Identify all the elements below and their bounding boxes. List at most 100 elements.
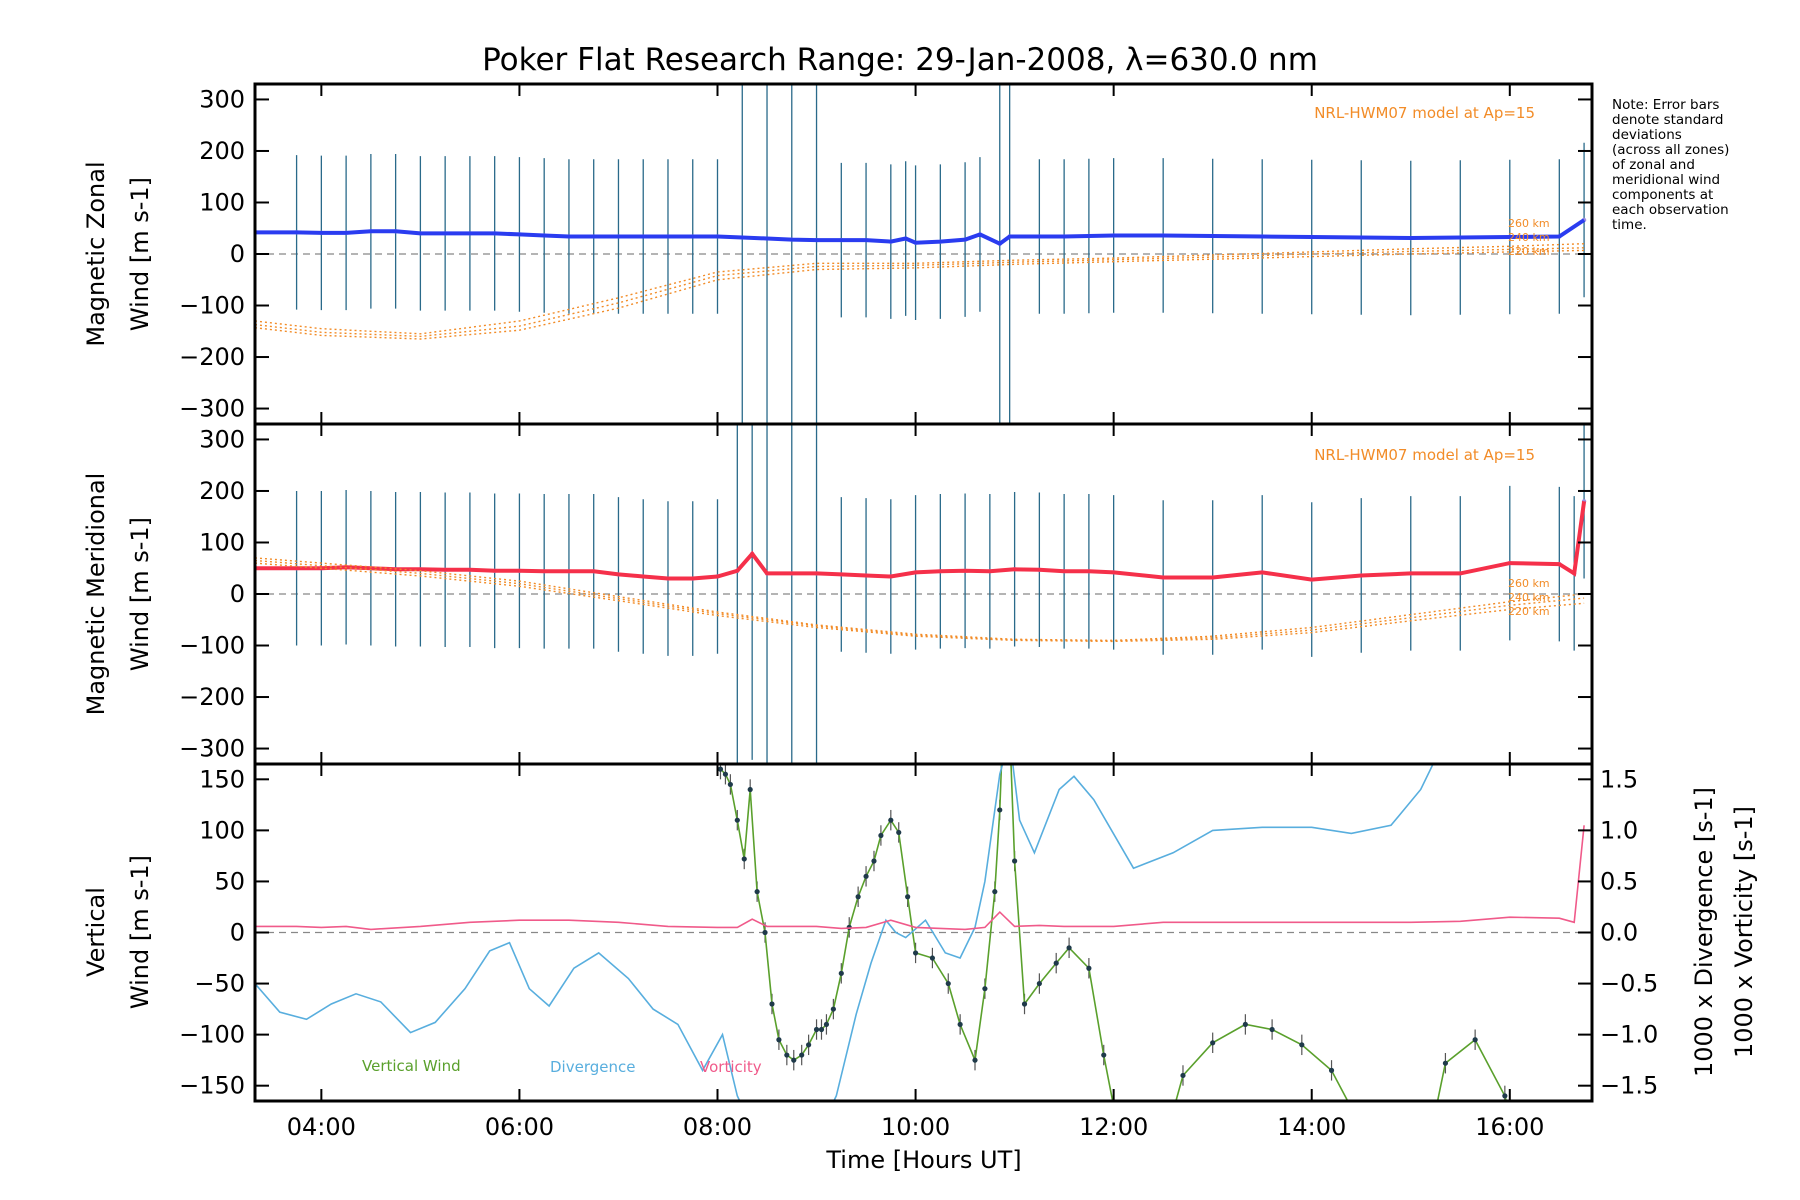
y-tick-label: 200 [199, 477, 245, 505]
y-tick-label: 200 [199, 137, 245, 165]
y-tick-label: 100 [199, 816, 245, 844]
y-tick-label: 0 [230, 240, 245, 268]
y-tick-label: 0.0 [1600, 919, 1638, 947]
note-line-8: each observation [1612, 202, 1729, 218]
meridional-model-label: NRL-HWM07 model at Ap=15 [1314, 446, 1535, 464]
legend-vorticity: Vorticity [700, 1058, 762, 1076]
meridional-alt-220: 220 km [1508, 605, 1550, 618]
zonal-panel: 300 200 100 0 −100 −200 −300 NRL-HWM07 model a… [82, 82, 1594, 426]
y-tick-label: −300 [179, 395, 245, 423]
meridional-data-layer [255, 424, 1592, 764]
note-line-5: of zonal and [1612, 157, 1695, 173]
vertical-wind-marker [855, 894, 861, 900]
vertical-wind-marker [1299, 1042, 1305, 1048]
y-tick-label: −150 [179, 1072, 245, 1100]
x-tick-label: 08:00 [683, 1113, 752, 1141]
vertical-plot-frame [253, 762, 1594, 1103]
y-tick-label: 1.0 [1600, 816, 1638, 844]
y-tick-label: 1.5 [1600, 765, 1638, 793]
meridional-panel: 300 200 100 0 −100 −200 −300 NRL-HWM07 model a… [82, 422, 1594, 766]
note-line-7: components at [1612, 187, 1713, 203]
vertical-wind-marker [799, 1052, 805, 1058]
y-tick-label: −1.0 [1600, 1021, 1658, 1049]
vertical-axes-ticks: 150 100 50 0 −50 −100 −150 1.5 1.0 0.5 0.0 −0.5 −1.0… [179, 764, 1658, 1141]
vertical-wind-marker [871, 858, 877, 864]
model-series-line [255, 557, 1585, 642]
wind-series-line [255, 501, 1587, 582]
vertical-wind-marker [997, 807, 1003, 813]
vertical-wind-marker [1442, 1060, 1449, 1066]
legend-vertical-wind: Vertical Wind [362, 1057, 461, 1075]
vertical-wind-marker [1007, 726, 1012, 731]
y-tick-label: −100 [179, 292, 245, 320]
vertical-wind-marker [838, 970, 844, 976]
note-block: Note: Error bars denote standard deviati… [1612, 97, 1729, 233]
zonal-alt-260: 260 km [1508, 217, 1550, 230]
vertical-wind-marker [1101, 1052, 1107, 1058]
zonal-y-ticks: 300 200 100 0 −100 −200 −300 [179, 84, 1592, 424]
divergence-ylabel: 1000 x Divergence [s-1] [1690, 787, 1718, 1077]
vorticity-ylabel: 1000 x Vorticity [s-1] [1730, 806, 1758, 1058]
vertical-wind-marker [1359, 1124, 1364, 1129]
y-tick-label: −100 [179, 632, 245, 660]
vertical-wind-marker [791, 1057, 797, 1063]
y-tick-label: 50 [214, 867, 245, 895]
vertical-wind-marker [1328, 1067, 1335, 1073]
vertical-wind-marker [717, 766, 724, 772]
meridional-ylabel-2: Wind [m s-1] [126, 517, 154, 671]
vertical-wind-marker [1472, 1037, 1478, 1043]
vertical-wind-marker [1151, 1180, 1156, 1185]
vertical-wind-marker [754, 889, 760, 895]
model-series-line [255, 243, 1585, 335]
vertical-wind-marker [784, 1052, 790, 1058]
vertical-wind-marker [982, 986, 988, 992]
note-line-4: (across all zones) [1612, 142, 1729, 158]
x-tick-label: 04:00 [287, 1113, 356, 1141]
y-tick-label: −200 [179, 343, 245, 371]
x-tick-label: 14:00 [1277, 1113, 1346, 1141]
vertical-wind-marker [806, 1042, 812, 1048]
vertical-ylabel-1: Vertical [82, 887, 110, 977]
vertical-wind-marker [896, 829, 902, 836]
y-tick-label: 100 [199, 528, 245, 556]
note-line-6: meridional wind [1612, 172, 1720, 188]
y-tick-label: 100 [199, 188, 245, 216]
vertical-wind-marker [1180, 1072, 1186, 1079]
vertical-wind-marker [762, 929, 768, 936]
vertical-wind-marker [1036, 980, 1042, 987]
vertical-wind-marker [1086, 965, 1092, 971]
y-tick-label: −100 [179, 1021, 245, 1049]
y-tick-label: −50 [194, 970, 245, 998]
vertical-wind-marker [1527, 1180, 1532, 1185]
vertical-wind-marker [823, 1021, 830, 1028]
model-series-line [255, 249, 1585, 340]
model-series-line [255, 559, 1585, 642]
x-tick-label: 16:00 [1475, 1113, 1544, 1141]
vertical-wind-marker [972, 1057, 978, 1063]
vertical-wind-marker [1012, 858, 1018, 864]
vertical-ylabel-2: Wind [m s-1] [126, 855, 154, 1009]
vertical-wind-marker [1269, 1026, 1275, 1033]
zonal-model-label: NRL-HWM07 model at Ap=15 [1314, 104, 1535, 122]
vertical-wind-marker [747, 786, 753, 793]
zonal-alt-220: 220 km [1508, 245, 1550, 258]
vertical-wind-marker [734, 817, 740, 823]
vertical-wind-marker [722, 771, 729, 777]
y-tick-label: 300 [199, 85, 245, 113]
vertical-wind-marker [929, 955, 936, 961]
x-tick-label: 10:00 [881, 1113, 950, 1141]
vertical-wind-marker [1388, 1180, 1393, 1185]
vertical-wind-marker [1126, 1180, 1131, 1185]
note-line-1: Note: Error bars [1612, 97, 1719, 113]
y-tick-label: −0.5 [1600, 970, 1658, 998]
chart-title: Poker Flat Research Range: 29-Jan-2008, … [482, 42, 1318, 78]
vertical-wind-marker [1066, 945, 1072, 951]
y-tick-label: 0 [230, 580, 245, 608]
zonal-data-layer [255, 84, 1592, 424]
vertical-wind-marker [945, 980, 951, 987]
vertical-wind-marker [912, 950, 919, 956]
x-axis-label: Time [Hours UT] [825, 1146, 1021, 1174]
vertical-wind-marker [818, 1026, 825, 1033]
meridional-plot-frame [253, 422, 1594, 766]
